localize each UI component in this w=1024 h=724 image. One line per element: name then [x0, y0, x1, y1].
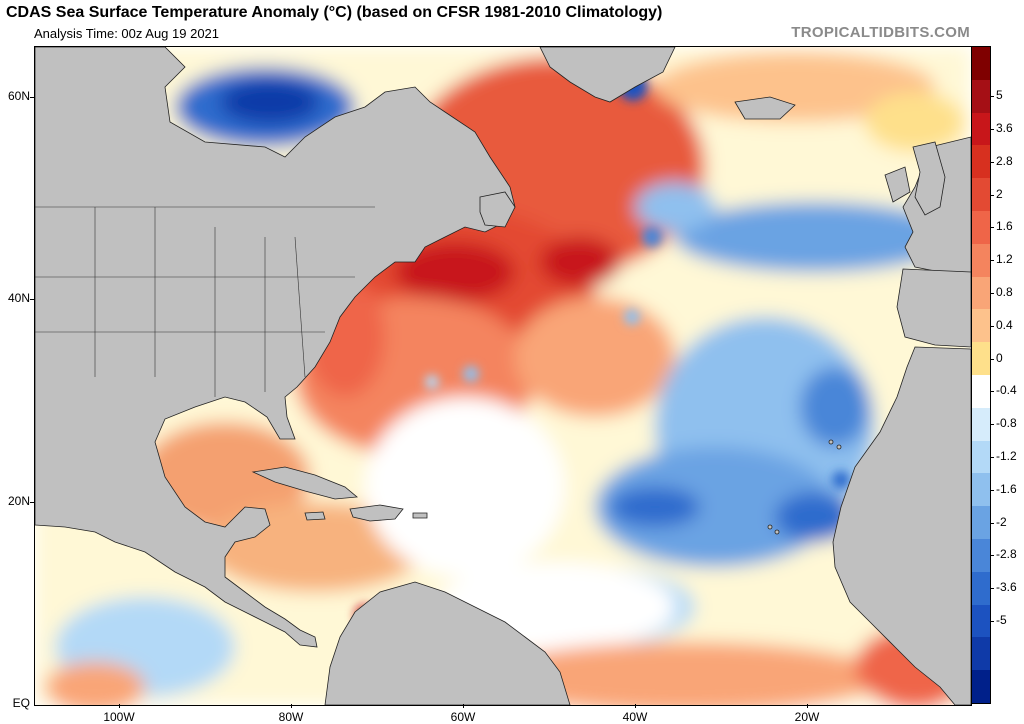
lat-label-40n: 40N — [7, 291, 30, 305]
iceland-land — [734, 96, 796, 120]
colorbar-label: -2 — [996, 514, 1007, 529]
africa-land — [832, 346, 971, 705]
lon-tick — [119, 704, 120, 708]
lon-label-20w: 20W — [794, 710, 820, 724]
colorbar-label: 2.8 — [996, 153, 1013, 168]
lat-tick — [30, 502, 34, 503]
colorbar-label: 1.6 — [996, 219, 1013, 234]
colorbar-label: -3.6 — [996, 580, 1017, 595]
lon-label-100w: 100W — [103, 710, 135, 724]
newfoundland-land — [479, 191, 516, 228]
colorbar — [971, 46, 991, 704]
lon-label-40w: 40W — [622, 710, 648, 724]
colorbar-segment — [972, 604, 990, 638]
colorbar-label: -1.6 — [996, 481, 1017, 496]
colorbar-tick — [991, 489, 994, 491]
lon-tick — [635, 704, 636, 708]
lat-label-20n: 20N — [7, 494, 30, 508]
colorbar-label: -2.8 — [996, 547, 1017, 562]
lat-label-eq: EQ — [12, 696, 30, 710]
colorbar-tick — [991, 227, 994, 229]
cuba-land — [251, 466, 358, 500]
north-america-land — [35, 47, 516, 648]
colorbar-tick — [991, 293, 994, 294]
colorbar-segment — [972, 47, 990, 80]
colorbar-label: 0 — [996, 350, 1003, 365]
colorbar-tick — [991, 260, 994, 262]
brand-watermark: TROPICALTIDBITS.COM — [791, 24, 970, 41]
colorbar-label: -0.8 — [996, 416, 1017, 431]
lat-tick — [30, 299, 34, 300]
lon-tick — [291, 704, 292, 708]
colorbar-label: 3.6 — [996, 121, 1013, 135]
colorbar-segment — [972, 440, 990, 474]
colorbar-segment — [972, 79, 990, 113]
colorbar-segment — [972, 309, 990, 343]
colorbar-label: 5 — [996, 88, 1003, 103]
colorbar-segment — [972, 538, 990, 572]
colorbar-segment — [972, 178, 990, 211]
colorbar-segment — [972, 374, 990, 408]
lat-label-60n: 60N — [7, 89, 30, 103]
colorbar-tick — [991, 588, 994, 590]
puerto-rico-land — [412, 512, 428, 519]
colorbar-tick — [991, 194, 994, 196]
analysis-time: Analysis Time: 00z Aug 19 2021 — [34, 26, 220, 41]
lon-tick — [463, 704, 464, 708]
lat-tick — [30, 97, 34, 98]
colorbar-tick — [991, 621, 994, 622]
colorbar-tick — [991, 358, 994, 360]
colorbar-tick — [991, 325, 994, 327]
colorbar-segment — [972, 210, 990, 244]
iberia-land — [896, 268, 971, 348]
colorbar-segment — [972, 145, 990, 179]
colorbar-segment — [972, 571, 990, 605]
jamaica-land — [304, 511, 326, 521]
ireland-land — [884, 166, 911, 203]
colorbar-tick — [991, 457, 994, 458]
colorbar-segment — [972, 407, 990, 441]
hispaniola-land — [349, 504, 404, 522]
greenland-land — [539, 47, 676, 103]
colorbar-segment — [972, 473, 990, 507]
sst-anomaly-map — [34, 46, 972, 706]
colorbar-tick — [991, 96, 994, 98]
south-america-land — [324, 581, 571, 705]
colorbar-segment — [972, 506, 990, 539]
colorbar-label: 0.8 — [996, 285, 1013, 299]
colorbar-label: -1.2 — [996, 449, 1017, 463]
colorbar-tick — [991, 522, 994, 524]
colorbar-label: -5 — [996, 613, 1007, 627]
colorbar-tick — [991, 161, 994, 163]
colorbar-label: -0.4 — [996, 383, 1017, 398]
land — [35, 47, 971, 705]
lon-label-60w: 60W — [450, 710, 476, 724]
political-borders — [35, 206, 375, 397]
colorbar-segment — [972, 670, 990, 703]
colorbar-segment — [972, 243, 990, 277]
colorbar-label: 2 — [996, 186, 1003, 201]
colorbar-tick — [991, 555, 994, 557]
lon-tick — [807, 704, 808, 708]
colorbar-tick — [991, 129, 994, 130]
colorbar-tick — [991, 391, 994, 393]
colorbar-segment — [972, 276, 990, 310]
colorbar-segment — [972, 637, 990, 671]
colorbar-segment — [972, 342, 990, 375]
map-title: CDAS Sea Surface Temperature Anomaly (°C… — [6, 4, 663, 21]
colorbar-segment — [972, 112, 990, 146]
colorbar-label: 1.2 — [996, 252, 1013, 267]
colorbar-tick — [991, 424, 994, 426]
britain-land — [912, 141, 946, 216]
lon-label-80w: 80W — [278, 710, 304, 724]
colorbar-label: 0.4 — [996, 317, 1013, 332]
